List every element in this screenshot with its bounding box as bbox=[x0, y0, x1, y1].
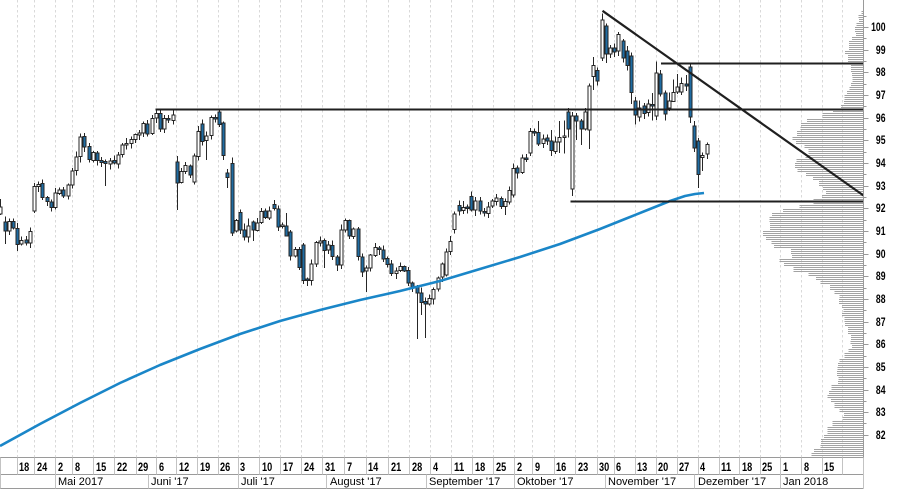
svg-text:25: 25 bbox=[762, 462, 773, 474]
svg-text:93: 93 bbox=[876, 181, 886, 193]
svg-text:84: 84 bbox=[876, 385, 886, 397]
svg-text:99: 99 bbox=[876, 45, 886, 57]
svg-text:27: 27 bbox=[679, 462, 689, 474]
svg-text:31: 31 bbox=[325, 462, 336, 474]
svg-text:3: 3 bbox=[240, 462, 245, 474]
svg-text:7: 7 bbox=[347, 462, 352, 474]
svg-text:11: 11 bbox=[454, 462, 465, 474]
svg-text:Mai 2017: Mai 2017 bbox=[58, 476, 103, 488]
svg-text:92: 92 bbox=[876, 203, 886, 215]
svg-text:11: 11 bbox=[721, 462, 732, 474]
svg-text:18: 18 bbox=[742, 462, 753, 474]
svg-text:86: 86 bbox=[876, 339, 886, 351]
svg-text:82: 82 bbox=[876, 430, 886, 442]
svg-text:83: 83 bbox=[876, 407, 886, 419]
svg-text:4: 4 bbox=[700, 462, 706, 474]
svg-text:4: 4 bbox=[433, 462, 439, 474]
svg-text:12: 12 bbox=[179, 462, 189, 474]
svg-text:September '17: September '17 bbox=[429, 476, 500, 488]
svg-text:95: 95 bbox=[876, 135, 886, 147]
svg-text:10: 10 bbox=[262, 462, 272, 474]
svg-text:96: 96 bbox=[876, 113, 886, 125]
svg-text:13: 13 bbox=[637, 462, 647, 474]
svg-text:28: 28 bbox=[412, 462, 423, 474]
svg-text:94: 94 bbox=[876, 158, 886, 170]
svg-text:Dezember '17: Dezember '17 bbox=[698, 476, 766, 488]
svg-text:2: 2 bbox=[58, 462, 63, 474]
svg-text:17: 17 bbox=[283, 462, 293, 474]
svg-text:14: 14 bbox=[368, 462, 379, 474]
svg-text:24: 24 bbox=[304, 462, 315, 474]
svg-text:Jan 2018: Jan 2018 bbox=[783, 476, 828, 488]
svg-text:Juni '17: Juni '17 bbox=[151, 476, 189, 488]
svg-text:2: 2 bbox=[517, 462, 522, 474]
svg-text:22: 22 bbox=[117, 462, 127, 474]
svg-text:Juli '17: Juli '17 bbox=[241, 476, 275, 488]
svg-text:20: 20 bbox=[658, 462, 668, 474]
svg-text:88: 88 bbox=[876, 294, 886, 306]
svg-text:9: 9 bbox=[535, 462, 540, 474]
svg-text:16: 16 bbox=[556, 462, 566, 474]
svg-text:21: 21 bbox=[391, 462, 402, 474]
svg-text:15: 15 bbox=[96, 462, 107, 474]
svg-text:97: 97 bbox=[876, 90, 886, 102]
svg-text:1: 1 bbox=[783, 462, 789, 474]
svg-text:98: 98 bbox=[876, 67, 886, 79]
svg-text:18: 18 bbox=[19, 462, 30, 474]
svg-text:Oktober '17: Oktober '17 bbox=[517, 476, 574, 488]
svg-text:30: 30 bbox=[599, 462, 609, 474]
svg-text:90: 90 bbox=[876, 249, 886, 261]
svg-text:89: 89 bbox=[876, 271, 886, 283]
svg-text:19: 19 bbox=[200, 462, 210, 474]
svg-text:100: 100 bbox=[871, 22, 885, 34]
svg-text:87: 87 bbox=[876, 317, 886, 329]
svg-text:24: 24 bbox=[37, 462, 48, 474]
svg-text:26: 26 bbox=[220, 462, 230, 474]
svg-text:6: 6 bbox=[159, 462, 164, 474]
svg-text:18: 18 bbox=[475, 462, 486, 474]
svg-text:85: 85 bbox=[876, 362, 886, 374]
svg-text:8: 8 bbox=[75, 462, 81, 474]
svg-text:29: 29 bbox=[138, 462, 148, 474]
svg-text:November '17: November '17 bbox=[608, 476, 676, 488]
svg-text:8: 8 bbox=[804, 462, 810, 474]
svg-text:August '17: August '17 bbox=[330, 476, 382, 488]
svg-text:25: 25 bbox=[496, 462, 507, 474]
svg-text:91: 91 bbox=[876, 226, 886, 238]
svg-text:15: 15 bbox=[824, 462, 835, 474]
svg-text:6: 6 bbox=[616, 462, 621, 474]
svg-text:23: 23 bbox=[578, 462, 588, 474]
